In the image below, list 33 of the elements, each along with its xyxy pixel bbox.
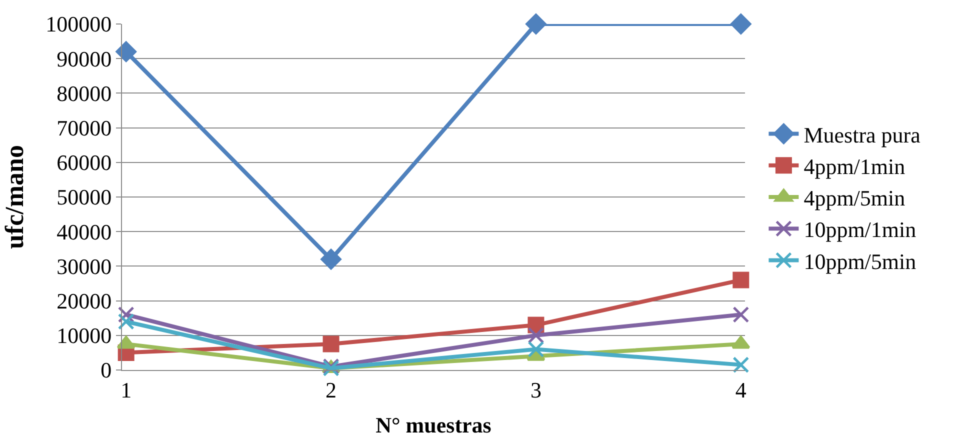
point (732, 306, 750, 323)
point (732, 272, 750, 288)
x-tick-label: 4 (735, 377, 746, 402)
point (730, 14, 752, 34)
point (732, 356, 750, 374)
y-tick-label: 40000 (56, 219, 112, 244)
y-tick-label: 100000 (46, 12, 112, 37)
y-tick-label: 0 (100, 358, 112, 383)
x-tick-label: 1 (120, 377, 132, 402)
x-tick-label: 3 (530, 377, 542, 402)
legend-label: 10ppm/1min (804, 217, 916, 242)
y-tick-label: 30000 (56, 254, 112, 279)
point (320, 248, 342, 270)
legend-label: 4ppm/1min (804, 154, 906, 179)
y-tick-label: 50000 (56, 184, 112, 210)
y-tick-label: 80000 (56, 80, 112, 106)
point (528, 327, 544, 344)
legend-label: Muestra pura (804, 122, 921, 148)
legend-label: 10ppm/5min (804, 248, 916, 274)
y-axis-title: ufc/mano (0, 145, 29, 249)
y-tick-label: 60000 (56, 150, 112, 176)
y-tick-label: 10000 (56, 323, 112, 348)
point (118, 313, 134, 330)
y-tick-label: 20000 (56, 288, 112, 314)
y-tick-label: 90000 (56, 46, 112, 72)
x-axis-title: N° muestras (376, 412, 492, 438)
x-tick-label: 2 (326, 377, 337, 402)
point (322, 336, 340, 352)
legend-label: 4ppm/5min (804, 186, 906, 211)
y-tick-label: 70000 (56, 116, 112, 140)
point (116, 41, 136, 62)
point (528, 340, 544, 358)
point (526, 14, 546, 34)
